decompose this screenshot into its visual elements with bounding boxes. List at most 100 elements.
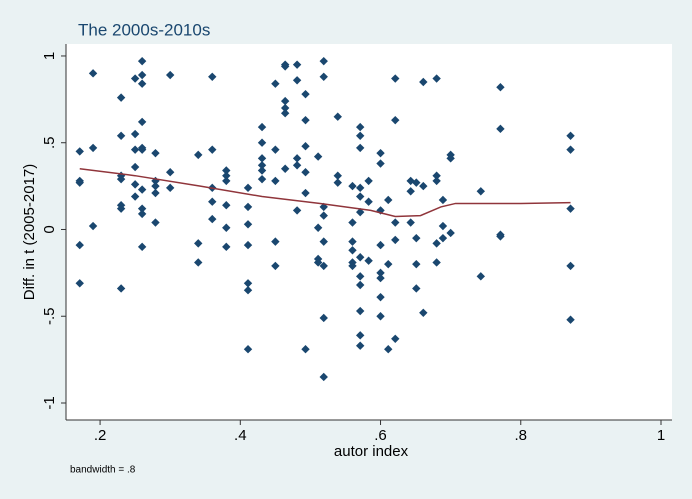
scatter-point (384, 195, 393, 205)
scatter-point (257, 122, 267, 132)
scatter-point (130, 145, 140, 154)
scatter-point (130, 162, 140, 172)
scatter-point (280, 62, 290, 71)
scatter-point (243, 279, 253, 288)
scatter-point (280, 164, 290, 173)
scatter-point (208, 214, 217, 224)
scatter-point (271, 145, 280, 154)
scatter-point (130, 129, 140, 139)
scatter-point (446, 154, 455, 163)
scatter-point (356, 331, 365, 340)
scatter-point (364, 256, 373, 265)
scatter-point (438, 195, 448, 205)
scatter-point (271, 176, 280, 186)
scatter-point (348, 181, 357, 191)
scatter-point (384, 345, 393, 354)
scatter-point (151, 218, 160, 227)
scatter-point (222, 166, 231, 175)
scatter-point (280, 109, 290, 118)
scatter-point (412, 178, 421, 187)
scatter-point (356, 341, 365, 350)
scatter-point (292, 161, 302, 170)
scatter-point (333, 171, 342, 180)
scatter-point (476, 272, 485, 281)
plot-background (66, 44, 672, 420)
scatter-point (432, 258, 441, 267)
scatter-point (376, 268, 385, 278)
scatter-point (116, 284, 126, 293)
scatter-point (292, 60, 302, 69)
x-tick-label: 1 (657, 427, 665, 444)
scatter-point (292, 76, 302, 85)
scatter-point (432, 74, 441, 83)
scatter-point (208, 197, 217, 206)
scatter-point (319, 202, 328, 212)
scatter-point (356, 192, 365, 201)
scatter-point (222, 200, 231, 210)
scatter-point (243, 220, 253, 229)
scatter-point (356, 280, 365, 290)
scatter-point (116, 174, 126, 184)
scatter-point (319, 56, 328, 66)
y-tick-label: .5 (41, 136, 58, 149)
scatter-point (137, 117, 147, 127)
scatter-point (222, 242, 231, 252)
scatter-point (391, 115, 400, 125)
scatter-point (376, 273, 385, 283)
scatter-point (356, 131, 365, 140)
scatter-point (319, 237, 328, 246)
x-axis-title: autor index (334, 443, 409, 460)
scatter-point (319, 313, 328, 323)
scatter-point (151, 176, 160, 186)
scatter-point (222, 223, 231, 232)
scatter-point (419, 181, 428, 191)
scatter-point (257, 138, 267, 147)
scatter-point (301, 89, 310, 99)
scatter-point (194, 239, 203, 248)
scatter-point (137, 79, 147, 88)
scatter-point (75, 147, 84, 156)
scatter-point (194, 150, 203, 160)
scatter-point (566, 315, 575, 324)
scatter-point (376, 292, 385, 302)
scatter-point (476, 187, 485, 196)
scatter-point (384, 259, 393, 269)
scatter-point (313, 223, 323, 232)
scatter-point (243, 202, 253, 212)
scatter-point (271, 79, 280, 88)
scatter-point (116, 204, 126, 213)
scatter-point (257, 166, 267, 175)
scatter-point (292, 206, 302, 215)
scatter-point (356, 183, 365, 193)
scatter-point (88, 143, 98, 153)
scatter-point (116, 93, 126, 102)
scatter-point (88, 221, 98, 231)
scatter-point (137, 70, 147, 80)
chart-title: The 2000s-2010s (78, 20, 210, 39)
scatter-point (313, 258, 323, 267)
scatter-point (271, 261, 280, 271)
scatter-point (412, 233, 421, 243)
scatter-point (137, 185, 147, 194)
scatter-point (257, 161, 267, 170)
scatter-point (566, 204, 575, 213)
scatter-point (376, 312, 385, 321)
scatter-point (391, 334, 400, 343)
scatter-point (75, 178, 84, 187)
x-tick-label: .6 (374, 427, 387, 444)
scatter-point (496, 124, 505, 134)
y-tick-label: 0 (41, 225, 58, 233)
scatter-point (301, 141, 310, 151)
scatter-point (438, 233, 448, 243)
note: bandwidth = .8 (70, 465, 136, 476)
scatter-point (446, 228, 455, 238)
scatter-point (406, 218, 415, 227)
scatter-point (222, 171, 231, 180)
scatter-point (412, 259, 421, 269)
scatter-point (348, 218, 357, 227)
scatter-point (364, 197, 373, 206)
scatter-point (376, 159, 385, 168)
scatter-point (406, 187, 415, 196)
